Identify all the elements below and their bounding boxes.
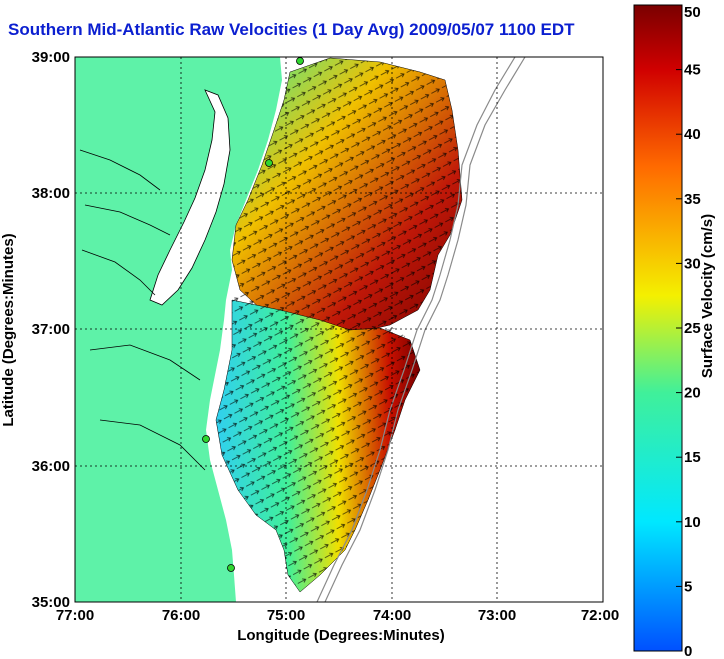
colorbar-scale [633, 4, 683, 652]
colorbar-tick-label: 0 [684, 643, 692, 659]
radar-site [202, 435, 210, 443]
bay [149, 89, 231, 306]
y-axis: 39:00 38:00 37:00 36:00 35:00 Latitude (… [0, 49, 70, 611]
colorbar-tick-label: 30 [684, 255, 701, 272]
colorbar-label: Surface Velocity (cm/s) [699, 214, 716, 378]
colorbar-tick-label: 50 [684, 4, 701, 21]
x-tick-label: 74:00 [373, 607, 411, 624]
y-tick-label: 39:00 [32, 49, 70, 66]
grid [75, 57, 603, 602]
colorbar-tick-label: 35 [684, 191, 701, 208]
x-tick-label: 76:00 [162, 607, 200, 624]
plot-frame [74, 56, 604, 603]
y-tick-label: 38:00 [32, 185, 70, 202]
y-axis-label: Latitude (Degrees:Minutes) [0, 233, 17, 426]
colorbar-tick-label: 45 [684, 62, 701, 79]
map-title: Southern Mid-Atlantic Raw Velocities (1 … [8, 20, 575, 39]
colorbar-tick-label: 25 [684, 320, 701, 337]
radar-site [296, 57, 304, 65]
y-tick-label: 36:00 [32, 458, 70, 475]
x-tick-label: 77:00 [56, 607, 94, 624]
x-tick-label: 75:00 [267, 607, 305, 624]
x-tick-label: 72:00 [581, 607, 619, 624]
y-tick-label: 35:00 [32, 594, 70, 611]
colorbar-tick-label: 15 [684, 449, 701, 466]
radar-site [265, 159, 273, 167]
x-axis-label: Longitude (Degrees:Minutes) [237, 627, 445, 644]
x-tick-label: 73:00 [478, 607, 516, 624]
river [79, 149, 206, 471]
colorbar-tick-label: 10 [684, 514, 701, 531]
y-tick-label: 37:00 [32, 321, 70, 338]
isobath [324, 57, 526, 602]
colorbar-tick-label: 40 [684, 126, 701, 143]
radar-site [227, 564, 235, 572]
colorbar-tick-label: 5 [684, 578, 692, 595]
colorbar-tick-label: 20 [684, 385, 701, 402]
x-axis: 77:00 76:00 75:00 74:00 73:00 72:00 Long… [56, 607, 619, 644]
